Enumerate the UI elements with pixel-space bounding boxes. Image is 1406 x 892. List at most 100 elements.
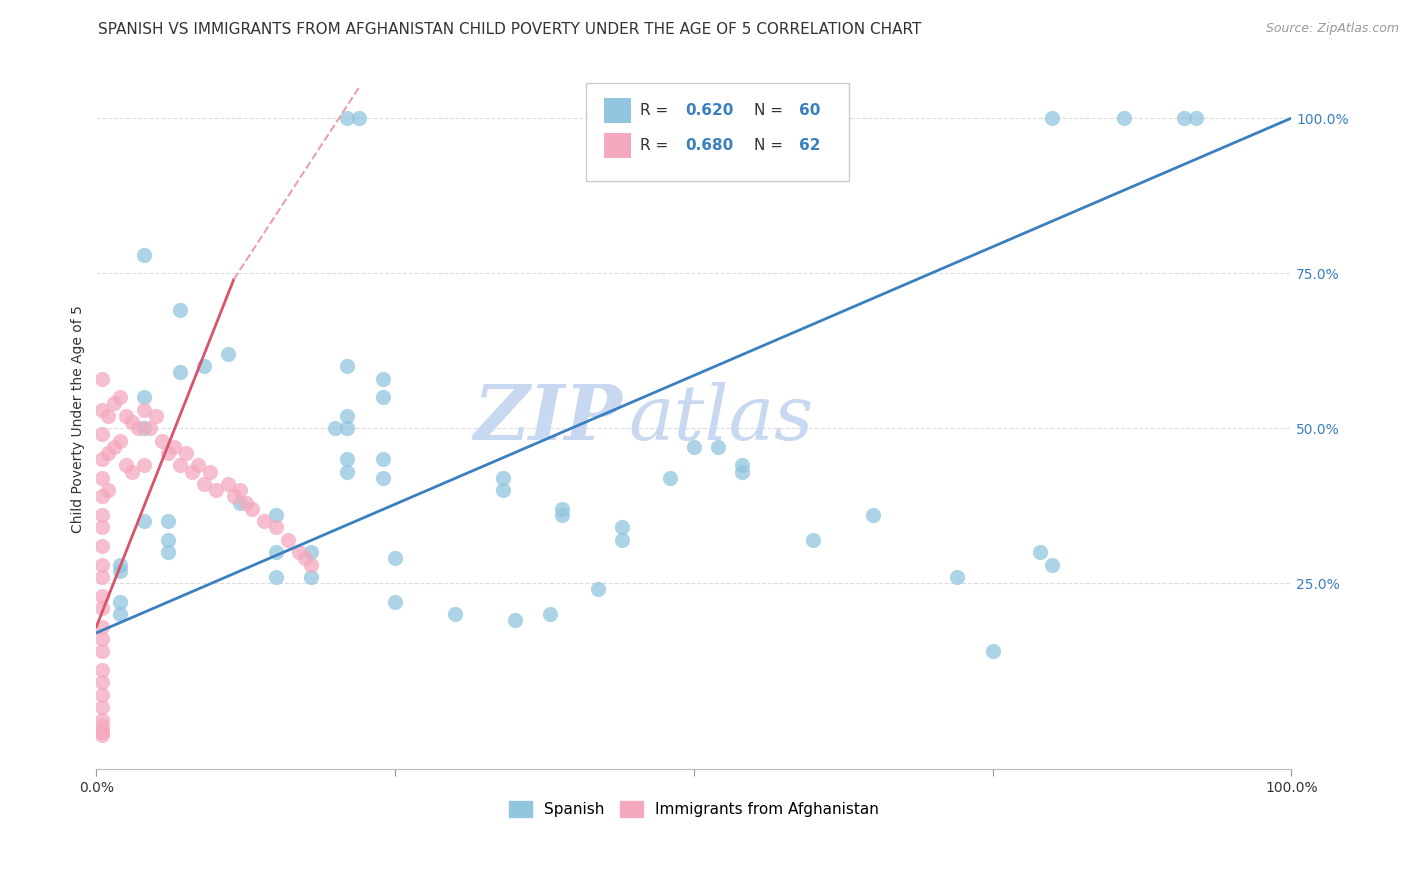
Point <box>169 458 191 473</box>
Point <box>181 465 204 479</box>
Point <box>277 533 299 547</box>
Point <box>91 570 114 584</box>
Point <box>91 725 114 739</box>
Point <box>373 390 395 404</box>
Point <box>91 589 114 603</box>
Point <box>1184 111 1206 125</box>
Point <box>373 471 395 485</box>
Point <box>91 675 114 690</box>
Point <box>91 508 114 522</box>
Point <box>157 545 180 559</box>
Point <box>174 446 197 460</box>
Point <box>134 402 156 417</box>
Point <box>325 421 347 435</box>
Text: Source: ZipAtlas.com: Source: ZipAtlas.com <box>1265 22 1399 36</box>
Point <box>110 607 132 622</box>
Point <box>110 558 132 572</box>
Point <box>492 471 515 485</box>
Point <box>121 465 143 479</box>
Text: R =: R = <box>640 103 673 118</box>
Point <box>336 421 359 435</box>
Point <box>384 595 406 609</box>
Point <box>150 434 173 448</box>
Point <box>301 545 323 559</box>
Point <box>91 520 114 534</box>
Text: 0.620: 0.620 <box>686 103 734 118</box>
Point <box>384 551 406 566</box>
Point <box>551 508 574 522</box>
Point <box>336 409 359 423</box>
Point <box>586 582 609 597</box>
Point <box>801 533 824 547</box>
Point <box>91 452 114 467</box>
Point <box>658 471 681 485</box>
Point <box>91 402 114 417</box>
Point <box>264 508 287 522</box>
Point <box>127 421 149 435</box>
Point <box>163 440 186 454</box>
Point <box>97 483 120 498</box>
Point <box>134 421 156 435</box>
Point <box>730 465 752 479</box>
Point <box>91 601 114 615</box>
Point <box>134 390 156 404</box>
Point <box>264 520 287 534</box>
Point <box>229 495 252 509</box>
Point <box>862 508 884 522</box>
Point <box>91 427 114 442</box>
Point <box>134 514 156 528</box>
Text: 0.680: 0.680 <box>686 138 734 153</box>
Point <box>169 303 191 318</box>
Point <box>1173 111 1195 125</box>
Point <box>264 545 287 559</box>
Point <box>91 688 114 702</box>
Point <box>240 501 263 516</box>
Point <box>222 490 245 504</box>
Text: 62: 62 <box>799 138 821 153</box>
Point <box>349 111 371 125</box>
Point <box>336 452 359 467</box>
Point <box>115 458 138 473</box>
Point <box>91 539 114 553</box>
Point <box>110 564 132 578</box>
Point <box>294 551 316 566</box>
Point <box>551 501 574 516</box>
Point <box>264 570 287 584</box>
Point <box>134 458 156 473</box>
Point <box>97 446 120 460</box>
Point <box>193 359 215 374</box>
Legend: Spanish, Immigrants from Afghanistan: Spanish, Immigrants from Afghanistan <box>502 794 886 825</box>
Point <box>157 533 180 547</box>
Point <box>336 359 359 374</box>
Point <box>444 607 467 622</box>
Point <box>134 247 156 261</box>
Point <box>110 390 132 404</box>
Point <box>103 440 125 454</box>
Point <box>610 520 633 534</box>
Point <box>91 728 114 742</box>
Point <box>217 477 239 491</box>
Point <box>115 409 138 423</box>
Point <box>91 719 114 733</box>
FancyBboxPatch shape <box>605 98 630 123</box>
Point <box>97 409 120 423</box>
Point <box>121 415 143 429</box>
Point <box>91 700 114 714</box>
Point <box>981 644 1004 658</box>
Text: 60: 60 <box>799 103 820 118</box>
Point <box>682 440 704 454</box>
Point <box>205 483 228 498</box>
Point <box>373 452 395 467</box>
Point <box>198 465 221 479</box>
Point <box>492 483 515 498</box>
Point <box>336 465 359 479</box>
Point <box>91 632 114 646</box>
FancyBboxPatch shape <box>605 133 630 158</box>
Point <box>91 644 114 658</box>
Point <box>373 371 395 385</box>
Point <box>91 725 114 739</box>
Point <box>229 483 252 498</box>
Text: SPANISH VS IMMIGRANTS FROM AFGHANISTAN CHILD POVERTY UNDER THE AGE OF 5 CORRELAT: SPANISH VS IMMIGRANTS FROM AFGHANISTAN C… <box>98 22 922 37</box>
Point <box>193 477 215 491</box>
Point <box>610 533 633 547</box>
